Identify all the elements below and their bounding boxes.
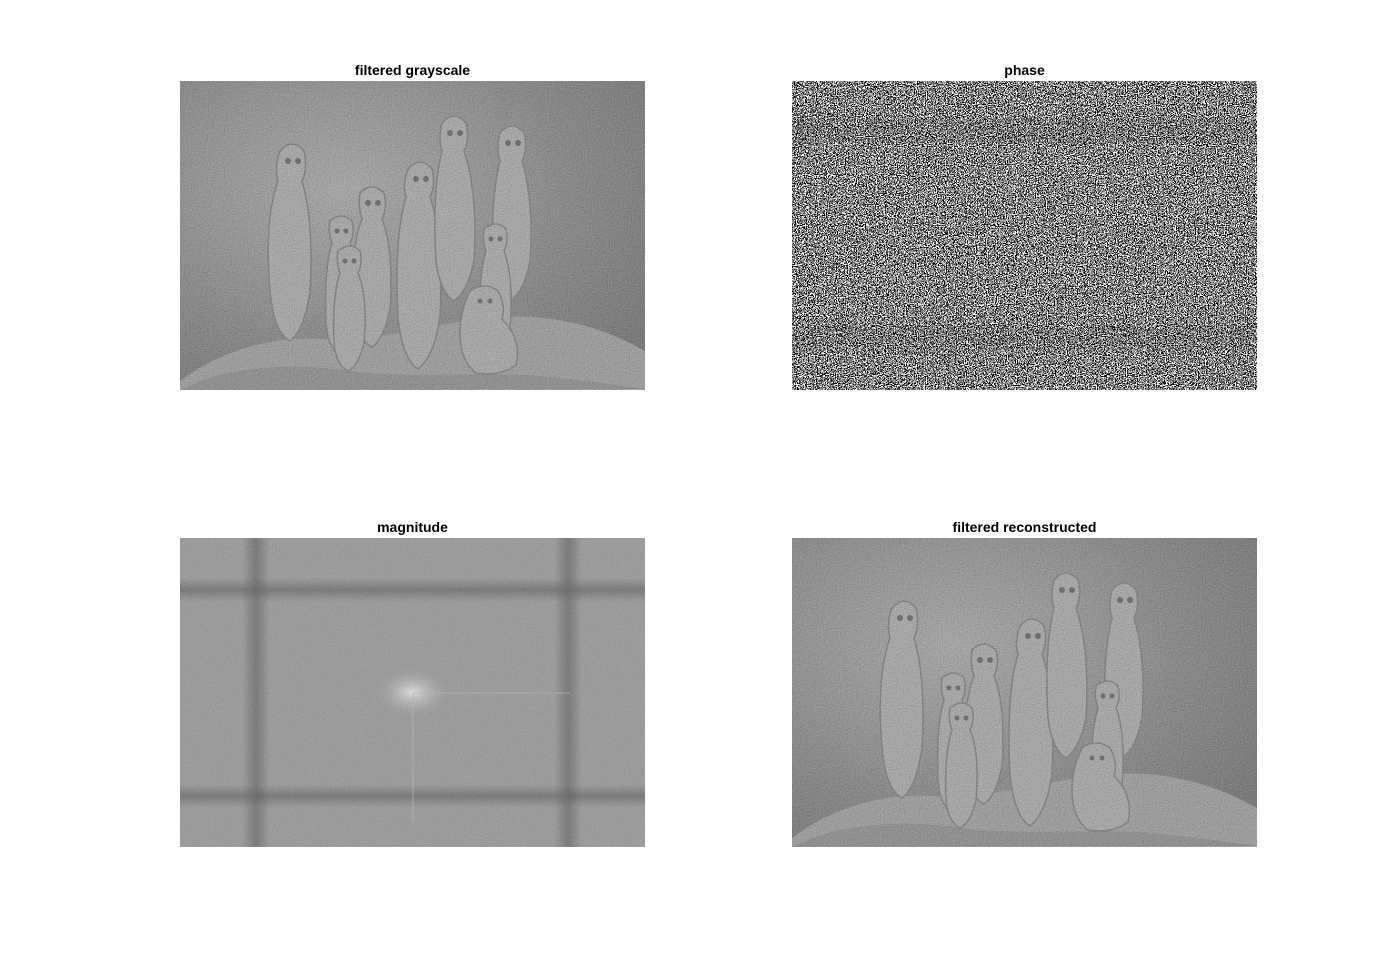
magnitude-image bbox=[180, 538, 645, 847]
panel-title: filtered grayscale bbox=[354, 62, 471, 78]
phase-image bbox=[792, 81, 1257, 390]
filtered-reconstructed-image bbox=[792, 538, 1257, 847]
filtered-grayscale-image bbox=[180, 81, 645, 390]
panel-title: magnitude bbox=[377, 519, 448, 535]
panel-title: filtered reconstructed bbox=[952, 519, 1097, 535]
panel-title: phase bbox=[1004, 62, 1045, 78]
